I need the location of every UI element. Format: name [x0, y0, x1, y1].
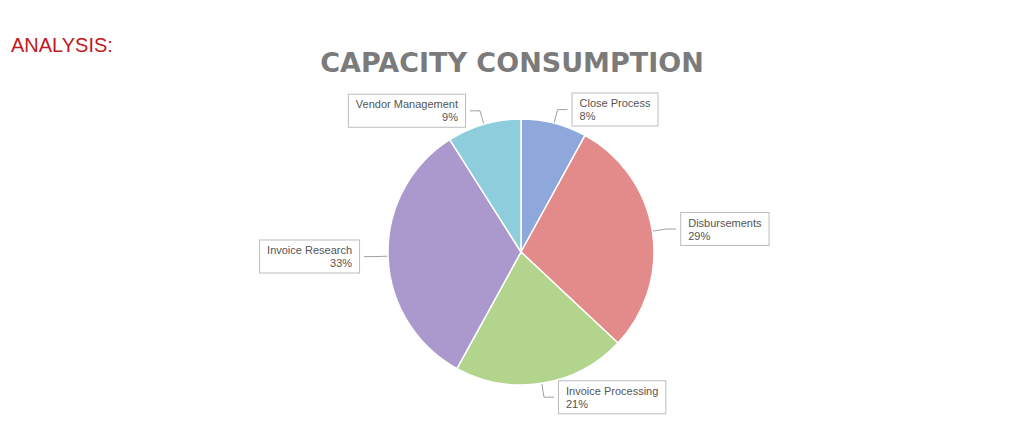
svg-text:ANALYSIS:: ANALYSIS: [11, 34, 113, 56]
svg-text:Invoice Processing: Invoice Processing [566, 385, 658, 397]
svg-text:9%: 9% [442, 111, 458, 123]
svg-text:21%: 21% [566, 398, 588, 410]
svg-text:29%: 29% [688, 230, 710, 242]
svg-text:8%: 8% [580, 110, 596, 122]
svg-text:33%: 33% [330, 257, 352, 269]
svg-text:Disbursements: Disbursements [688, 217, 762, 229]
svg-text:Close Process: Close Process [580, 97, 651, 109]
svg-text:CAPACITY CONSUMPTION: CAPACITY CONSUMPTION [320, 47, 704, 78]
svg-text:Invoice Research: Invoice Research [267, 244, 352, 256]
svg-text:Vendor Management: Vendor Management [356, 98, 458, 110]
